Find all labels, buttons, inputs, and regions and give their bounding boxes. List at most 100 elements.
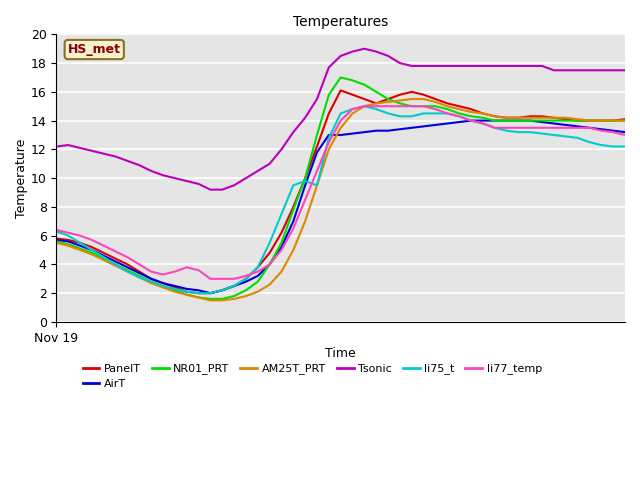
Tsonic	[207, 187, 214, 192]
PanelT	[183, 289, 191, 295]
li75_t	[467, 118, 475, 123]
li75_t	[218, 288, 226, 293]
AirT	[621, 129, 629, 135]
PanelT	[147, 276, 155, 282]
li75_t	[515, 129, 522, 135]
li75_t	[207, 290, 214, 296]
AirT	[124, 264, 131, 270]
NR01_PRT	[586, 118, 593, 123]
NR01_PRT	[183, 292, 191, 298]
NR01_PRT	[396, 100, 404, 106]
AirT	[254, 273, 262, 279]
Tsonic	[455, 63, 463, 69]
AM25T_PRT	[337, 125, 344, 131]
AM25T_PRT	[420, 96, 428, 102]
AM25T_PRT	[349, 110, 356, 116]
li77_temp	[396, 103, 404, 109]
li75_t	[136, 275, 143, 280]
li77_temp	[171, 269, 179, 275]
AirT	[502, 118, 510, 123]
li75_t	[313, 182, 321, 188]
NR01_PRT	[289, 207, 297, 213]
li77_temp	[183, 264, 191, 270]
AM25T_PRT	[491, 113, 499, 119]
AM25T_PRT	[159, 285, 167, 290]
li77_temp	[112, 249, 120, 254]
li77_temp	[254, 269, 262, 275]
PanelT	[207, 290, 214, 296]
NR01_PRT	[159, 283, 167, 289]
AirT	[136, 270, 143, 276]
NR01_PRT	[609, 118, 617, 123]
AM25T_PRT	[526, 115, 534, 120]
Tsonic	[396, 60, 404, 66]
PanelT	[372, 100, 380, 106]
AirT	[467, 118, 475, 123]
li75_t	[598, 142, 605, 148]
AirT	[515, 118, 522, 123]
AM25T_PRT	[195, 295, 202, 300]
li77_temp	[136, 262, 143, 267]
li75_t	[230, 283, 238, 289]
NR01_PRT	[384, 96, 392, 102]
PanelT	[325, 110, 333, 116]
li77_temp	[574, 125, 582, 131]
li77_temp	[502, 125, 510, 131]
AirT	[479, 118, 486, 123]
Tsonic	[230, 182, 238, 188]
AirT	[289, 218, 297, 224]
li75_t	[171, 286, 179, 292]
Tsonic	[289, 129, 297, 135]
PanelT	[349, 92, 356, 97]
li75_t	[124, 269, 131, 275]
li75_t	[609, 144, 617, 149]
Tsonic	[254, 168, 262, 174]
AirT	[349, 131, 356, 136]
li77_temp	[159, 272, 167, 277]
AM25T_PRT	[586, 118, 593, 123]
NR01_PRT	[538, 118, 546, 123]
AirT	[52, 237, 60, 243]
li77_temp	[349, 106, 356, 112]
li77_temp	[147, 269, 155, 275]
AM25T_PRT	[609, 118, 617, 123]
AirT	[65, 239, 72, 244]
li77_temp	[479, 120, 486, 126]
li77_temp	[195, 267, 202, 273]
Tsonic	[218, 187, 226, 192]
Tsonic	[372, 48, 380, 54]
AM25T_PRT	[562, 115, 570, 120]
AirT	[100, 253, 108, 259]
NR01_PRT	[349, 77, 356, 83]
PanelT	[574, 118, 582, 123]
NR01_PRT	[574, 118, 582, 123]
PanelT	[609, 118, 617, 123]
AM25T_PRT	[431, 99, 439, 105]
PanelT	[586, 118, 593, 123]
NR01_PRT	[313, 132, 321, 138]
PanelT	[550, 115, 558, 120]
PanelT	[502, 115, 510, 120]
NR01_PRT	[467, 113, 475, 119]
Tsonic	[147, 168, 155, 174]
Tsonic	[574, 67, 582, 73]
NR01_PRT	[491, 118, 499, 123]
AirT	[586, 125, 593, 131]
AM25T_PRT	[88, 252, 96, 257]
Line: NR01_PRT: NR01_PRT	[56, 77, 625, 299]
PanelT	[479, 110, 486, 116]
AirT	[574, 123, 582, 129]
NR01_PRT	[88, 250, 96, 256]
PanelT	[278, 230, 285, 236]
PanelT	[266, 250, 273, 256]
Tsonic	[360, 46, 368, 51]
NR01_PRT	[502, 118, 510, 123]
li77_temp	[550, 125, 558, 131]
NR01_PRT	[550, 118, 558, 123]
li75_t	[147, 279, 155, 285]
AM25T_PRT	[278, 269, 285, 275]
NR01_PRT	[100, 256, 108, 262]
PanelT	[171, 285, 179, 290]
AM25T_PRT	[384, 99, 392, 105]
AM25T_PRT	[360, 103, 368, 109]
